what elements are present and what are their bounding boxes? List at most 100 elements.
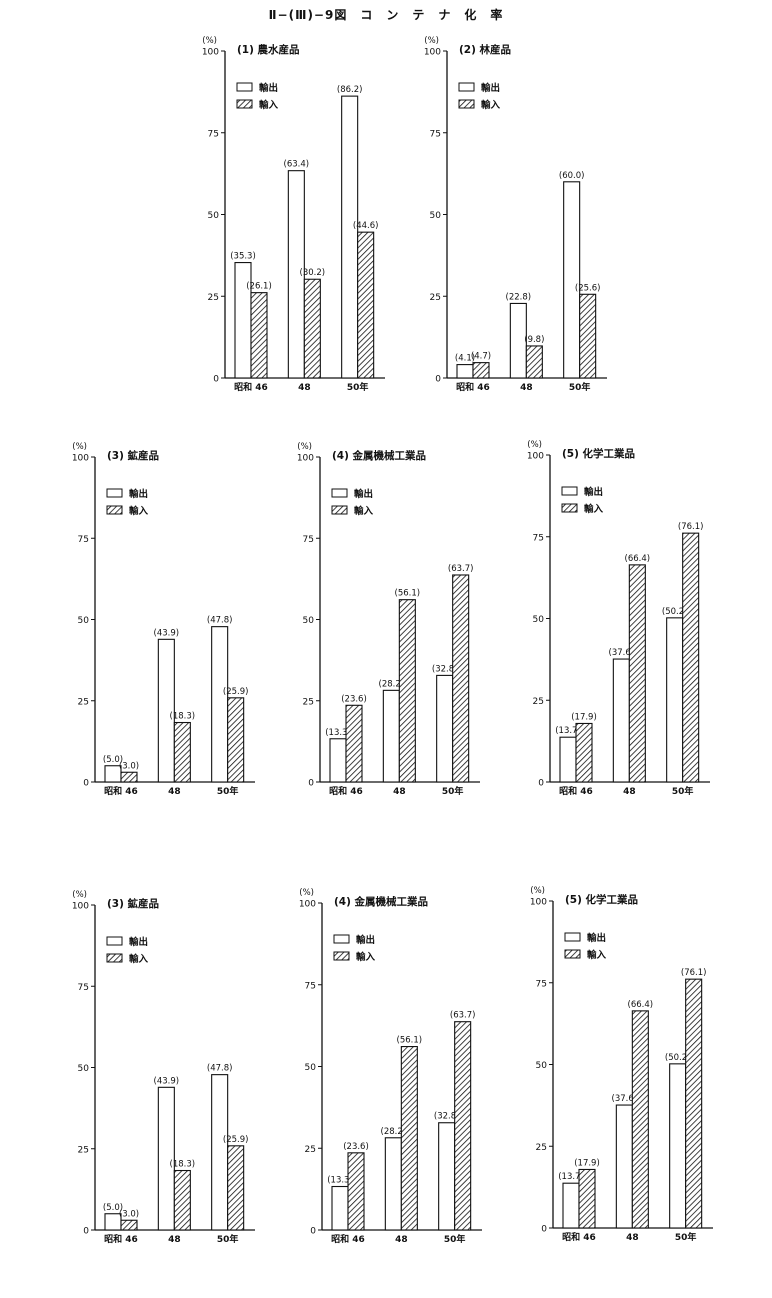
y-tick-label: 100: [202, 48, 219, 58]
data-label: (13.7): [558, 1172, 584, 1182]
data-label: (25.9): [223, 687, 249, 697]
y-tick-label: 75: [78, 983, 89, 993]
y-tick-label: 50: [78, 616, 90, 626]
bar-import: [454, 1021, 472, 1231]
bar-export: [382, 689, 400, 783]
data-label: (60.0): [559, 171, 585, 181]
y-axis-unit: (%): [202, 36, 217, 46]
y-tick-label: 100: [527, 452, 544, 462]
y-tick-label: 100: [299, 900, 316, 910]
legend-label: 輸出: [129, 488, 148, 500]
data-label: (47.8): [207, 616, 233, 626]
bar-import: [400, 1046, 418, 1231]
chart-title: (1) 農水産品: [237, 43, 300, 56]
y-tick-label: 0: [541, 1225, 547, 1235]
bar-export: [438, 1122, 456, 1231]
data-label: (43.9): [154, 628, 180, 638]
bar-import: [173, 1169, 191, 1231]
y-tick-label: 25: [536, 1143, 547, 1153]
bar-import: [120, 1219, 138, 1231]
y-tick-label: 25: [305, 1145, 316, 1155]
y-tick-label: 75: [533, 533, 544, 543]
legend-swatch: [331, 488, 348, 498]
data-label: (4.7): [471, 352, 491, 362]
chart-title: (5) 化学工業品: [562, 447, 635, 460]
x-tick-label: 昭和 46: [234, 381, 268, 393]
y-tick-label: 25: [533, 697, 544, 707]
y-tick-label: 100: [72, 454, 89, 464]
y-axis-unit: (%): [297, 442, 312, 452]
data-label: (5.0): [103, 755, 123, 765]
y-tick-label: 75: [305, 981, 316, 991]
x-tick-label: 50年: [569, 381, 591, 393]
y-tick-label: 0: [213, 375, 219, 385]
x-tick-label: 昭和 46: [559, 785, 593, 797]
legend-label: 輸入: [356, 951, 376, 963]
y-tick-label: 75: [208, 129, 219, 139]
legend-swatch: [458, 82, 475, 92]
y-tick-label: 0: [538, 779, 544, 789]
bar-import: [472, 362, 490, 379]
bar-import: [631, 1010, 649, 1229]
data-label: (56.1): [397, 1036, 423, 1046]
legend-swatch: [561, 486, 578, 496]
y-tick-label: 75: [536, 979, 547, 989]
bar-import: [682, 532, 700, 783]
bar-export: [669, 1063, 687, 1229]
data-label: (17.9): [571, 712, 597, 722]
x-tick-label: 48: [393, 787, 406, 797]
bar-export: [562, 1182, 580, 1229]
data-label: (22.8): [506, 292, 532, 302]
bar-import: [452, 574, 470, 783]
legend-label: 輸入: [354, 505, 374, 517]
bar-export: [612, 658, 630, 783]
data-label: (30.2): [300, 268, 326, 278]
bar-export: [384, 1137, 402, 1231]
data-label: (50.2): [662, 607, 688, 617]
bar-import: [575, 722, 593, 783]
y-tick-label: 100: [72, 902, 89, 912]
bar-export: [234, 262, 252, 379]
data-label: (3.0): [119, 761, 139, 771]
y-tick-label: 50: [303, 616, 315, 626]
data-label: (17.9): [574, 1158, 600, 1168]
y-tick-label: 50: [78, 1064, 90, 1074]
data-label: (63.7): [450, 1011, 476, 1021]
chart-title: (5) 化学工業品: [565, 893, 638, 906]
legend-label: 輸入: [129, 505, 149, 517]
data-label: (50.2): [665, 1053, 691, 1063]
bar-export: [509, 302, 527, 379]
y-tick-label: 0: [83, 779, 89, 789]
bar-export: [157, 638, 175, 783]
x-tick-label: 50年: [444, 1233, 466, 1245]
legend-label: 輸出: [587, 932, 606, 944]
data-label: (35.3): [230, 252, 256, 262]
bar-export: [287, 170, 305, 379]
bar-import: [347, 1152, 365, 1231]
x-tick-label: 50年: [672, 785, 694, 797]
data-label: (4.1): [455, 354, 475, 364]
legend-label: 輸入: [481, 99, 501, 111]
chart-title: (2) 林産品: [459, 43, 511, 56]
y-tick-label: 100: [530, 898, 547, 908]
x-tick-label: 昭和 46: [104, 785, 138, 797]
data-label: (25.6): [575, 283, 601, 293]
data-label: (28.2): [379, 679, 405, 689]
x-tick-label: 50年: [442, 785, 464, 797]
data-label: (18.3): [170, 712, 196, 722]
bar-import: [120, 771, 138, 783]
x-tick-label: 48: [168, 787, 181, 797]
legend-swatch: [458, 99, 475, 109]
y-tick-label: 100: [424, 48, 441, 58]
bar-export: [563, 181, 581, 379]
legend-label: 輸出: [481, 82, 500, 94]
legend-swatch: [236, 82, 253, 92]
bar-import: [628, 564, 646, 783]
bar-export: [615, 1104, 633, 1229]
